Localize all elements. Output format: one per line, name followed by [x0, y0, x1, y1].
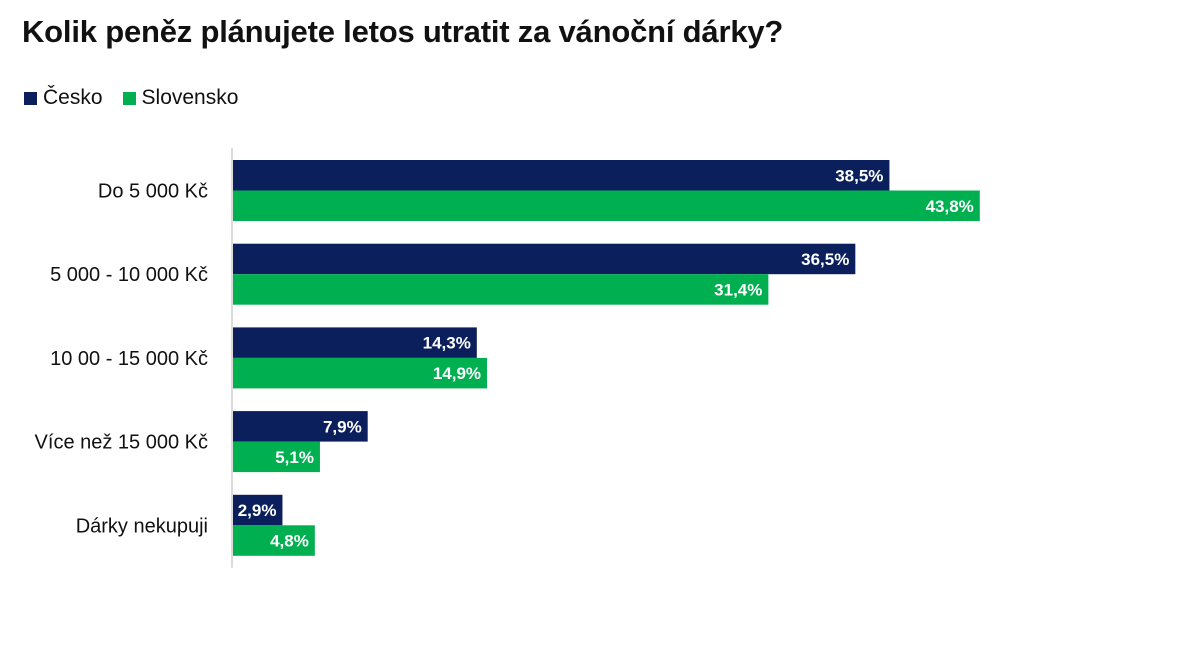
bar-slovensko-vice-nez-15-000-kc: [233, 441, 320, 473]
legend-swatch-cesko: [24, 91, 37, 105]
data-label-cesko-darky-nekupuji: 2,9%: [238, 501, 277, 520]
category-label-10-00-15-000-kc: 10 00 - 15 000 Kč: [50, 348, 208, 370]
chart-title: Kolik peněz plánujete letos utratit za v…: [22, 14, 784, 49]
data-label-slovensko-5-000-10-000-kc: 31,4%: [714, 280, 762, 299]
bar-cesko-5-000-10-000-kc: [233, 243, 856, 275]
data-label-cesko-10-00-15-000-kc: 14,3%: [423, 334, 471, 353]
category-label-vice-nez-15-000-kc: Více než 15 000 Kč: [35, 432, 208, 454]
legend-item-cesko: Česko: [24, 86, 103, 110]
bar-cesko-vice-nez-15-000-kc: [233, 411, 368, 442]
data-label-slovensko-darky-nekupuji: 4,8%: [270, 532, 309, 551]
bar-cesko-10-00-15-000-kc: [233, 327, 477, 358]
legend-item-slovensko: Slovensko: [122, 86, 239, 110]
data-label-cesko-do-5-000-kc: 38,5%: [835, 166, 883, 185]
data-label-slovensko-do-5-000-kc: 43,8%: [926, 197, 974, 216]
data-label-cesko-vice-nez-15-000-kc: 7,9%: [323, 417, 362, 436]
category-label-do-5-000-kc: Do 5 000 Kč: [98, 181, 208, 203]
legend-label-slovensko: Slovensko: [141, 86, 239, 109]
bar-cesko-do-5-000-kc: [233, 160, 890, 191]
legend-label-cesko: Česko: [43, 86, 103, 109]
data-label-slovensko-10-00-15-000-kc: 14,9%: [433, 364, 481, 383]
category-label-darky-nekupuji: Dárky nekupuji: [76, 515, 208, 537]
bar-slovensko-5-000-10-000-kc: [233, 274, 769, 305]
bar-slovensko-darky-nekupuji: [233, 525, 315, 556]
bar-cesko-darky-nekupuji: [233, 494, 283, 526]
data-label-cesko-5-000-10-000-kc: 36,5%: [801, 250, 849, 269]
bar-slovensko-do-5-000-kc: [233, 190, 980, 221]
legend-swatch-slovensko: [122, 91, 136, 105]
legend: Česko Slovensko: [24, 86, 258, 110]
data-label-slovensko-vice-nez-15-000-kc: 5,1%: [275, 448, 314, 467]
bar-slovensko-10-00-15-000-kc: [233, 357, 488, 389]
category-label-5-000-10-000-kc: 5 000 - 10 000 Kč: [50, 264, 208, 286]
